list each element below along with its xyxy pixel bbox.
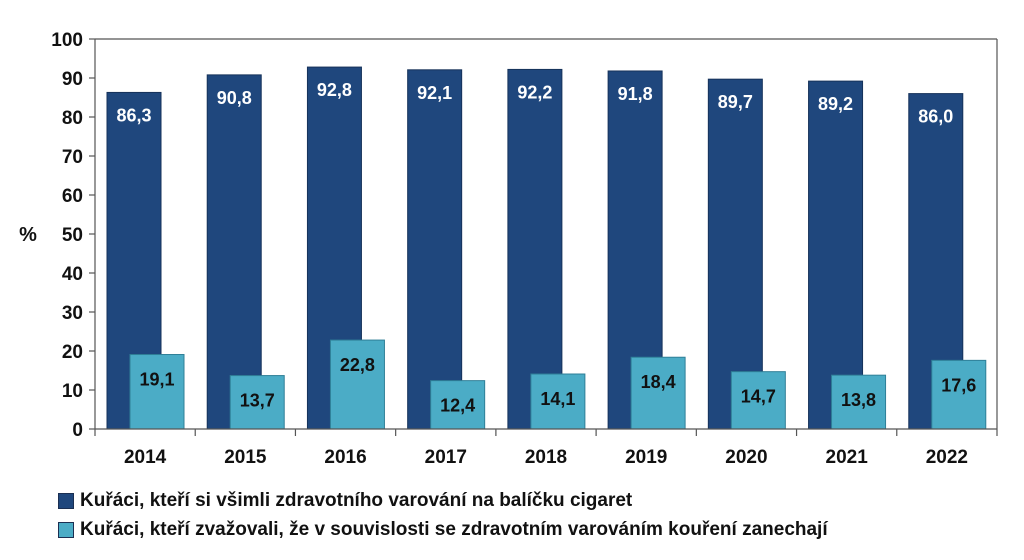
y-tick-label: 40: [62, 264, 83, 285]
bars: 86,3 19,1 90,8 13,7 92,8 22,8 92,1 12,4 92,2 14,1…: [106, 66, 987, 430]
legend-swatch-considered-quitting: [58, 521, 74, 538]
x-tick-label: 2016: [324, 447, 366, 468]
bar-considered-quitting: [229, 375, 285, 430]
bar-considered-quitting: [931, 359, 987, 430]
bar-considered-quitting: [730, 371, 786, 430]
y-tick-label: 20: [62, 342, 83, 363]
data-label-considered-quitting: 13,8: [841, 390, 876, 410]
data-label-noticed: 89,7: [718, 92, 753, 112]
y-tick-label: 60: [62, 186, 83, 207]
data-label-considered-quitting: 14,1: [540, 389, 575, 409]
legend-item-considered-quitting: Kuřáci, kteří zvažovali, že v souvislost…: [58, 515, 828, 544]
data-label-noticed: 92,8: [317, 80, 352, 100]
y-tick-label: 30: [62, 303, 83, 324]
bar-considered-quitting: [530, 373, 586, 430]
x-tick-label: 2020: [725, 447, 767, 468]
legend-label-considered-quitting: Kuřáci, kteří zvažovali, že v souvislost…: [80, 518, 828, 540]
data-label-noticed: 92,2: [517, 82, 552, 102]
data-label-noticed: 86,3: [116, 105, 151, 125]
y-tick-label: 0: [72, 420, 83, 441]
x-axis: 2014 2015 2016 2017 2018 2019 2020 2021 2022: [94, 428, 998, 468]
data-label-noticed: 89,2: [818, 94, 853, 114]
bar-noticed: [707, 78, 763, 430]
data-label-noticed: 90,8: [217, 88, 252, 108]
y-tick-label: 80: [62, 108, 83, 129]
data-label-considered-quitting: 22,8: [340, 355, 375, 375]
y-tick-label: 70: [62, 147, 83, 168]
legend: Kuřáci, kteří si všimli zdravotního varo…: [58, 486, 828, 544]
bar-considered-quitting: [630, 356, 686, 430]
y-tick-label: 50: [62, 225, 83, 246]
bar-considered-quitting: [329, 339, 385, 430]
bar-noticed: [808, 80, 864, 430]
data-label-considered-quitting: 13,7: [240, 391, 275, 411]
data-label-considered-quitting: 19,1: [139, 370, 174, 390]
x-tick-label: 2014: [124, 447, 167, 468]
data-label-considered-quitting: 17,6: [941, 375, 976, 395]
bar-considered-quitting: [831, 374, 887, 430]
legend-item-noticed: Kuřáci, kteří si všimli zdravotního varo…: [58, 486, 828, 515]
data-label-noticed: 91,8: [618, 84, 653, 104]
data-label-considered-quitting: 12,4: [440, 396, 475, 416]
bar-chart: % 0 10 20 30 40 50 60 70 80 90 100 86,3 19,1 90,8 13,…: [19, 30, 998, 468]
y-tick-label: 100: [51, 30, 83, 51]
x-tick-label: 2015: [224, 447, 267, 468]
y-tick-label: 10: [62, 381, 83, 402]
data-label-considered-quitting: 14,7: [741, 387, 776, 407]
x-tick-label: 2021: [826, 447, 869, 468]
x-tick-label: 2022: [926, 447, 968, 468]
x-tick-label: 2017: [425, 447, 467, 468]
data-label-noticed: 86,0: [918, 107, 953, 127]
bar-noticed: [407, 69, 463, 430]
y-axis-label: %: [19, 224, 37, 246]
bar-considered-quitting: [430, 380, 486, 430]
bar-noticed: [206, 74, 262, 430]
x-tick-label: 2019: [625, 447, 667, 468]
x-tick-label: 2018: [525, 447, 567, 468]
y-axis: 0 10 20 30 40 50 60 70 80 90 100: [51, 30, 998, 441]
bar-noticed: [507, 68, 563, 430]
data-label-considered-quitting: 18,4: [641, 372, 676, 392]
bar-considered-quitting: [129, 354, 185, 430]
legend-swatch-noticed: [58, 492, 74, 509]
legend-label-noticed: Kuřáci, kteří si všimli zdravotního varo…: [80, 489, 633, 511]
y-tick-label: 90: [62, 69, 83, 90]
data-label-noticed: 92,1: [417, 83, 452, 103]
